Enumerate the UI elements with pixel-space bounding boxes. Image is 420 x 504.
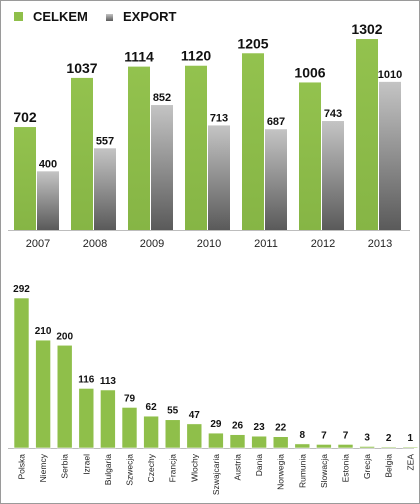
x-tick-label-2013: 2013 [368,238,392,250]
x-tick-label-Francja: Francja [168,454,178,483]
bar-ZEA [402,446,419,449]
value-label-export-2009: 852 [153,92,171,104]
value-label-export-2008: 557 [96,135,114,147]
legend-swatch-celkem [14,12,23,21]
bottom-bar-chart: 292Polska210Niemcy200Serbia116Izrael113B… [8,284,419,495]
value-label-Serbia: 200 [56,331,73,342]
value-label-Austria: 26 [232,421,244,432]
value-label-celkem-2007: 702 [13,109,37,125]
x-tick-label-ZEA: ZEA [405,454,415,471]
bar-Izrael [78,388,95,449]
x-tick-label-Polska: Polska [17,454,27,480]
x-tick-label-Norwegia: Norwegia [276,454,286,490]
bar-export-2010 [208,125,230,230]
bar-export-2011 [265,129,287,230]
x-tick-label-Szwajcaria: Szwajcaria [211,454,221,495]
x-tick-label-Estonia: Estonia [341,454,351,483]
value-label-Slowacja: 7 [321,430,327,441]
bar-celkem-2007 [14,127,36,230]
bar-Czechy [143,415,159,449]
value-label-Grecja: 3 [364,432,370,443]
value-label-Rumunia: 8 [300,430,306,441]
value-label-Bulgaria: 113 [100,376,117,387]
bar-Belgia [380,446,397,449]
value-label-export-2013: 1010 [378,69,402,81]
bar-Niemcy [35,339,51,449]
x-tick-label-2008: 2008 [83,238,107,250]
x-tick-label-Slowacja: Slowacja [319,454,329,488]
bar-celkem-2010 [185,65,207,230]
value-label-Szwajcaria: 29 [210,419,222,430]
x-tick-label-2009: 2009 [140,238,164,250]
bar-export-2013 [379,81,401,230]
value-label-celkem-2010: 1120 [181,48,212,64]
value-label-Niemcy: 210 [35,326,52,337]
value-label-export-2007: 400 [39,158,57,170]
x-tick-label-Serbia: Serbia [60,454,70,479]
value-label-Norwegia: 22 [275,423,287,434]
x-tick-label-2007: 2007 [26,238,50,250]
bar-Polska [13,297,30,449]
bar-Norwegia [272,436,289,449]
x-tick-label-Szwecja: Szwecja [125,454,135,486]
x-tick-label-Izrael: Izrael [81,454,91,475]
value-label-Wlochy: 47 [189,410,201,421]
value-label-export-2010: 713 [210,112,228,124]
legend-label-celkem: CELKEM [33,9,88,24]
bar-export-2008 [94,148,116,230]
bar-Rumunia [294,443,311,449]
value-label-Estonia: 7 [343,430,349,441]
x-tick-label-Rumunia: Rumunia [297,454,307,488]
value-label-Francja: 55 [167,406,179,417]
bar-Dania [251,435,267,449]
value-label-Szwecja: 79 [124,393,136,404]
bar-celkem-2012 [299,82,321,230]
bar-Szwajcaria [208,432,224,449]
bar-Grecja [359,446,375,449]
legend-label-export: EXPORT [123,9,177,24]
value-label-celkem-2009: 1114 [124,49,154,65]
x-tick-label-Czechy: Czechy [146,453,156,482]
bar-Estonia [337,444,354,449]
bar-export-2012 [322,121,344,230]
value-label-Polska: 292 [13,284,30,295]
bar-Wlochy [186,423,203,449]
value-label-Izrael: 116 [78,374,95,385]
x-tick-label-Niemcy: Niemcy [38,453,48,482]
value-label-ZEA: 1 [408,433,414,444]
bar-Austria [229,434,246,449]
value-label-export-2012: 743 [324,108,342,120]
bar-celkem-2008 [71,77,93,230]
bar-celkem-2009 [128,66,150,230]
value-label-Dania: 23 [254,422,266,433]
bar-celkem-2013 [356,39,378,230]
x-tick-label-Dania: Dania [254,454,264,476]
bar-Francja [164,419,181,449]
x-tick-label-Grecja: Grecja [362,454,372,479]
value-label-Czechy: 62 [146,402,158,413]
x-tick-label-2011: 2011 [254,238,278,250]
bar-Serbia [56,344,73,449]
value-label-celkem-2013: 1302 [351,21,382,37]
x-tick-label-Wlochy: Wlochy [189,453,199,482]
x-tick-label-2010: 2010 [197,238,221,250]
x-tick-label-2012: 2012 [311,238,335,250]
bar-export-2007 [37,171,59,230]
value-label-celkem-2011: 1205 [237,35,268,51]
bar-Slowacja [316,444,332,449]
x-tick-label-Belgia: Belgia [384,454,394,478]
legend-swatch-export [106,14,113,21]
bar-celkem-2011 [242,53,264,231]
bar-Bulgaria [100,389,116,449]
top-bar-chart: 702 400 2007 1037 557 2008 1114 852 2009 1120 713 2… [8,21,410,250]
bar-Szwecja [121,407,138,449]
value-label-celkem-2012: 1006 [294,64,325,80]
x-tick-label-Bulgaria: Bulgaria [103,454,113,485]
value-label-export-2011: 687 [267,116,285,128]
value-label-Belgia: 2 [386,433,392,444]
bar-export-2009 [151,105,173,230]
x-tick-label-Austria: Austria [233,454,243,481]
value-label-celkem-2008: 1037 [66,60,97,76]
